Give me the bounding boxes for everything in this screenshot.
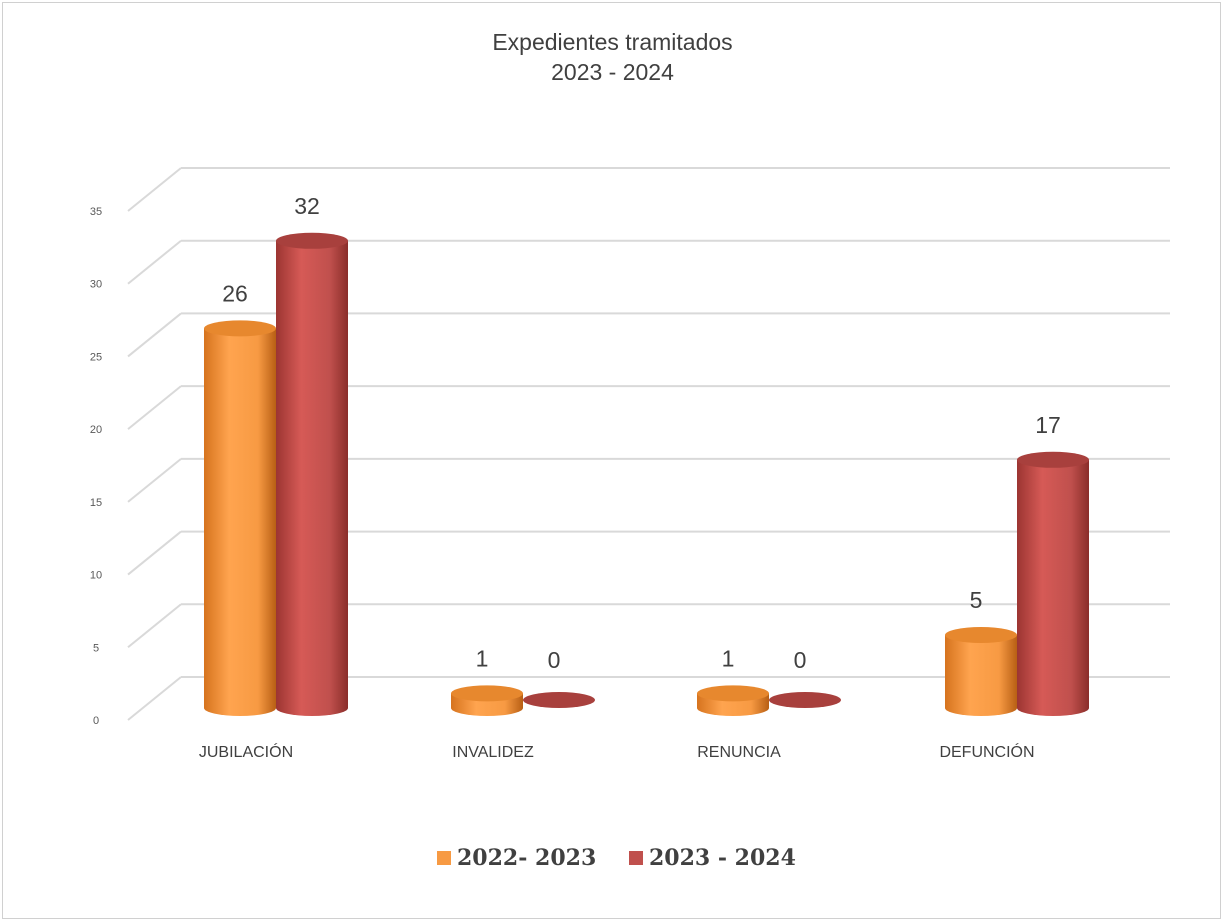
chart-title-line-2: 2023 - 2024: [551, 59, 674, 85]
legend-label-2022-2023: 2022- 2023: [457, 845, 597, 871]
bar-jubilación-series-2: [276, 232, 348, 717]
bar-top: [697, 685, 769, 702]
data-label: 26: [222, 280, 248, 306]
bar-top: [523, 692, 595, 708]
legend-swatch-red: [629, 851, 643, 865]
y-tick-label: 5: [93, 642, 99, 654]
bar-renuncia-series-2: [769, 692, 841, 708]
legend-label-2023-2024: 2023 - 2024: [649, 845, 796, 871]
y-tick-label: 0: [93, 715, 99, 727]
bar-top: [451, 685, 523, 702]
gridline-depth: [127, 239, 182, 285]
y-tick-label: 30: [90, 279, 102, 291]
bar-body: [276, 240, 348, 717]
gridline-depth: [127, 385, 182, 430]
y-tick-label: 10: [90, 570, 102, 582]
bar-renuncia-series-1: [697, 685, 769, 716]
bar-invalidez-series-1: [451, 685, 523, 716]
legend-swatch-orange: [437, 851, 451, 865]
data-label: 32: [294, 193, 320, 219]
bar-top: [276, 232, 348, 249]
bar-body: [204, 328, 276, 716]
chart-title-line-1: Expedientes tramitados: [492, 29, 733, 55]
bar-jubilación-series-1: [204, 320, 276, 716]
data-label: 0: [548, 647, 561, 673]
x-tick-label: INVALIDEZ: [452, 744, 534, 761]
gridline-depth: [127, 312, 182, 358]
bar-top: [769, 692, 841, 708]
data-label: 1: [722, 645, 735, 671]
legend-item-2023-2024: 2023 - 2024: [629, 843, 796, 873]
bar-top: [1017, 451, 1089, 468]
bar-top: [204, 320, 276, 337]
y-tick-label: 15: [90, 497, 102, 509]
legend-item-2022-2023: 2022- 2023: [437, 843, 596, 873]
data-label: 5: [970, 587, 983, 613]
data-label: 1: [476, 645, 489, 671]
x-tick-label: JUBILACIÓN: [199, 742, 293, 761]
data-label: 17: [1035, 412, 1061, 438]
gridline-depth: [127, 676, 182, 721]
x-tick-label: RENUNCIA: [697, 744, 781, 761]
bar-body: [1017, 459, 1089, 716]
data-label: 0: [794, 647, 807, 673]
bar-top: [945, 627, 1017, 643]
gridline-depth: [127, 458, 182, 503]
x-tick-label: DEFUNCIÓN: [939, 742, 1034, 761]
gridline-depth: [127, 603, 182, 649]
bar-body: [945, 635, 1017, 716]
y-tick-label: 20: [90, 424, 102, 436]
y-tick-label: 25: [90, 351, 102, 363]
gridline-depth: [127, 530, 182, 576]
bar-defunción-series-2: [1017, 451, 1089, 716]
bar-defunción-series-1: [945, 627, 1017, 716]
gridline-depth: [127, 167, 182, 212]
y-tick-label: 35: [90, 206, 102, 218]
bar-invalidez-series-2: [523, 692, 595, 708]
